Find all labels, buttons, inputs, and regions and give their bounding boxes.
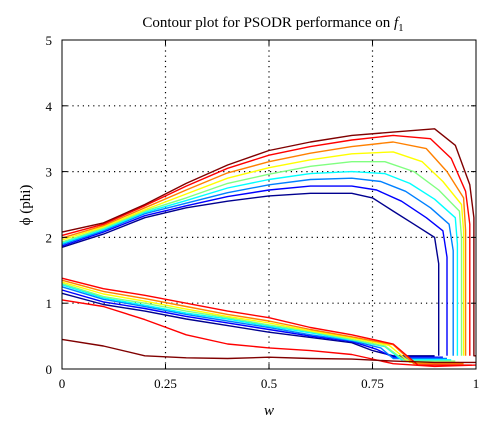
chart-title-text: Contour plot for PSODR performance on [142, 15, 394, 31]
x-axis-label: w [264, 403, 274, 419]
contour-line-lower [61, 292, 435, 357]
contour-line-upper [61, 128, 476, 357]
contour-line-upper [61, 185, 448, 356]
plot-frame [61, 39, 477, 370]
y-axis-ticks: 0 1 2 3 4 5 [46, 33, 476, 377]
contour-line-upper [61, 170, 459, 356]
x-tick-label: 0.25 [154, 376, 177, 391]
y-tick-label: 2 [46, 230, 53, 245]
contour-line-upper [61, 192, 440, 356]
contour-line-lower [61, 286, 447, 360]
contour-line-lower [61, 282, 456, 362]
contour-lines [61, 128, 477, 368]
chart-title-math-sub: 1 [398, 22, 404, 34]
contour-line-lower [61, 299, 477, 368]
x-tick-label: 0 [59, 376, 66, 391]
x-tick-label: 0.75 [361, 376, 384, 391]
x-tick-label: 0.5 [261, 376, 277, 391]
y-tick-label: 5 [46, 33, 53, 48]
chart-title: Contour plot for PSODR performance on f1 [142, 15, 403, 34]
grid-lines [62, 40, 476, 369]
contour-line-lower [61, 284, 452, 361]
x-axis-ticks: 0 0.25 0.5 0.75 1 [59, 40, 480, 391]
y-tick-label: 0 [46, 362, 53, 377]
contour-line-upper [61, 141, 467, 356]
contour-line-upper [61, 177, 454, 356]
contour-line-lower [61, 277, 472, 366]
y-tick-label: 1 [46, 296, 53, 311]
contour-line-lower [61, 338, 476, 364]
contour-line-lower [61, 289, 443, 358]
y-axis-label: ϕ (phi) [18, 185, 34, 226]
contour-line-upper [61, 134, 471, 356]
contour-line-lower [61, 281, 460, 364]
contour-line-upper [61, 161, 463, 356]
x-tick-label: 1 [473, 376, 480, 391]
y-tick-label: 4 [46, 99, 53, 114]
y-tick-label: 3 [46, 165, 53, 180]
chart-title-math: f [394, 15, 400, 31]
contour-line-upper [61, 151, 465, 356]
contour-line-lower [61, 279, 464, 365]
